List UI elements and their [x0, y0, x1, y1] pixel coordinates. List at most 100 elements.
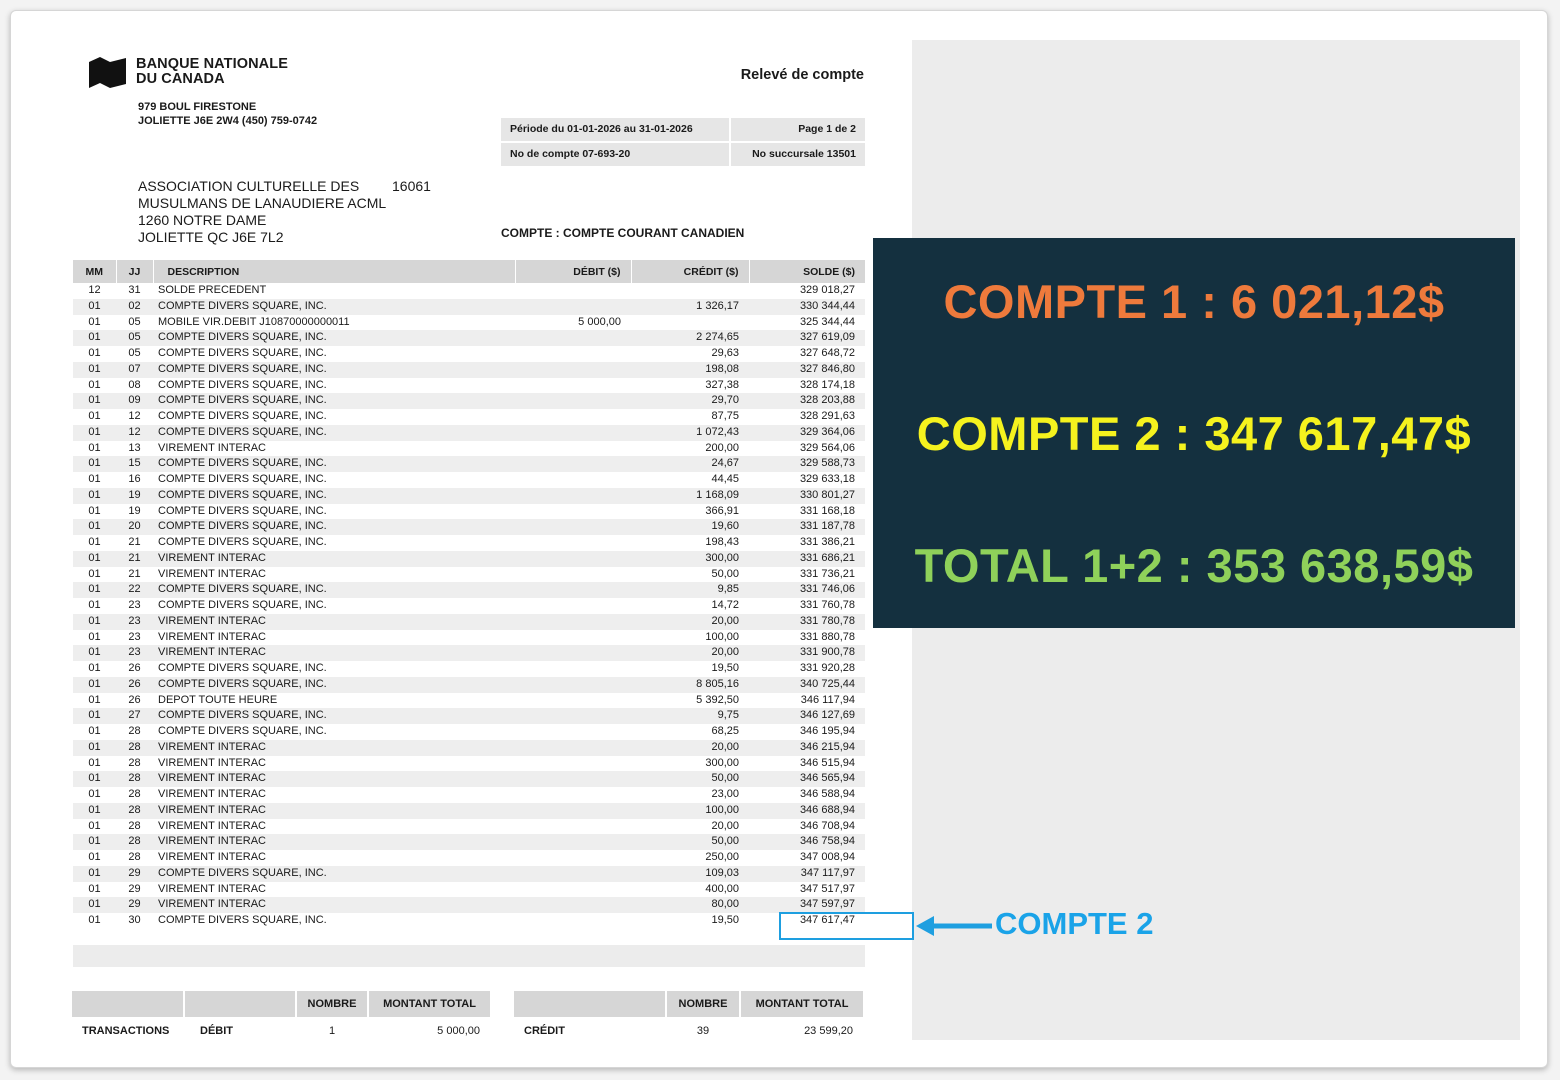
row-day: 28 [116, 739, 153, 756]
row-description: COMPTE DIVERS SQUARE, INC. [158, 504, 327, 517]
row-day: 23 [128, 599, 141, 611]
table-row: 01 02 COMPTE DIVERS SQUARE, INC. 1 326,17 33… [73, 298, 865, 315]
row-credit: 1 326,17 [631, 298, 749, 315]
table-row: 12 31 SOLDE PRECEDENT 329 018,27 [73, 283, 865, 299]
row-credit: 68,25 [711, 725, 739, 737]
row-debit [515, 865, 631, 882]
table-row: 01 21 VIREMENT INTERAC 50,00 331 736,21 [73, 567, 865, 583]
row-credit: 198,08 [631, 361, 749, 378]
row-balance: 346 565,94 [749, 771, 865, 787]
row-day: 23 [128, 630, 141, 643]
row-debit [515, 535, 631, 551]
row-credit: 9,75 [631, 708, 749, 724]
arrow-left-icon [916, 916, 992, 936]
row-balance: 331 760,78 [799, 599, 855, 611]
row-credit: 24,67 [631, 456, 749, 472]
row-month: 01 [88, 725, 101, 737]
col-header-debit: DÉBIT ($) [515, 260, 632, 283]
row-month: 01 [73, 361, 116, 378]
row-month: 01 [88, 851, 101, 863]
row-balance: 325 344,44 [799, 315, 855, 328]
table-row: 01 23 VIREMENT INTERAC 20,00 331 780,78 [73, 613, 865, 630]
row-debit [515, 850, 631, 866]
row-balance: 327 846,80 [749, 361, 865, 378]
table-row: 01 13 VIREMENT INTERAC 200,00 329 564,06 [73, 441, 865, 457]
row-credit: 8 805,16 [631, 676, 749, 693]
row-description: COMPTE DIVERS SQUARE, INC. [153, 393, 515, 409]
table-row: 01 26 COMPTE DIVERS SQUARE, INC. 19,50 331 9… [73, 661, 865, 677]
row-debit [515, 409, 631, 425]
row-credit: 29,70 [631, 393, 749, 409]
table-row: 01 22 COMPTE DIVERS SQUARE, INC. 9,85 331 74… [73, 582, 865, 598]
row-debit [515, 708, 631, 724]
row-debit: 5 000,00 [578, 315, 621, 328]
row-credit: 20,00 [711, 819, 739, 832]
table-row: 01 28 VIREMENT INTERAC 23,00 346 588,94 [73, 787, 865, 803]
row-credit: 20,00 [631, 613, 749, 630]
row-day: 28 [128, 788, 141, 800]
row-description: COMPTE DIVERS SQUARE, INC. [158, 410, 327, 422]
row-balance: 331 187,78 [749, 519, 865, 535]
statement-period-box: Période du 01-01-2026 au 31-01-2026 Page… [501, 118, 865, 168]
row-debit [515, 613, 631, 630]
row-debit [515, 456, 631, 472]
table-footer-bar [73, 945, 865, 967]
table-row: 01 15 COMPTE DIVERS SQUARE, INC. 24,67 329 5… [73, 456, 865, 472]
row-credit: 50,00 [711, 567, 739, 580]
row-day: 29 [128, 882, 141, 895]
table-row: 01 28 VIREMENT INTERAC 20,00 346 708,94 [73, 819, 865, 835]
row-balance: 331 880,78 [799, 630, 855, 643]
row-balance: 347 597,97 [749, 897, 865, 913]
row-credit [631, 315, 749, 331]
row-month: 01 [73, 613, 116, 630]
row-balance: 331 746,06 [749, 582, 865, 598]
row-description: VIREMENT INTERAC [158, 788, 266, 800]
row-debit [515, 787, 631, 803]
row-description: MOBILE VIR.DEBIT J10870000000011 [158, 315, 350, 328]
table-row: 01 23 VIREMENT INTERAC 20,00 331 900,78 [73, 645, 865, 661]
row-balance: 346 758,94 [749, 834, 865, 850]
table-row: 01 05 MOBILE VIR.DEBIT J10870000000011 5 00… [73, 315, 865, 331]
row-description: VIREMENT INTERAC [153, 802, 515, 819]
row-day: 20 [116, 519, 153, 535]
bank-name: BANQUE NATIONALE DU CANADA [136, 56, 288, 87]
row-month: 01 [73, 330, 116, 346]
credit-count-header: NOMBRE [666, 991, 741, 1017]
row-month: 01 [73, 519, 116, 535]
account-type: COMPTE : COMPTE COURANT CANADIEN [501, 226, 745, 240]
page-number: Page 1 de 2 [731, 118, 865, 141]
row-balance: 347 117,97 [749, 865, 865, 882]
row-debit [515, 693, 631, 709]
table-row: 01 12 COMPTE DIVERS SQUARE, INC. 87,75 328 2… [73, 409, 865, 425]
credit-amount-header: MONTANT TOTAL [740, 991, 863, 1017]
final-balance-highlight [779, 912, 914, 940]
debit-totals-table: NOMBRE MONTANT TOTAL TRANSACTIONS DÉBIT … [72, 991, 490, 1045]
transactions-table: MM JJ DESCRIPTION DÉBIT ($) CRÉDIT ($) S… [73, 260, 865, 929]
row-credit: 20,00 [631, 739, 749, 756]
row-debit [515, 882, 631, 898]
row-month: 01 [88, 630, 101, 643]
row-month: 01 [73, 456, 116, 472]
row-month: 01 [73, 393, 116, 409]
row-day: 27 [116, 708, 153, 724]
period-text: Période du 01-01-2026 au 31-01-2026 [501, 118, 729, 141]
row-balance: 346 515,94 [799, 756, 855, 769]
row-balance: 331 686,21 [749, 550, 865, 567]
row-balance: 329 364,06 [749, 424, 865, 441]
row-balance: 331 168,18 [799, 504, 855, 517]
row-description: VIREMENT INTERAC [158, 882, 266, 895]
table-row: 01 09 COMPTE DIVERS SQUARE, INC. 29,70 328 2… [73, 393, 865, 409]
row-day: 13 [128, 441, 141, 454]
row-credit: 87,75 [711, 410, 739, 422]
row-month: 01 [73, 645, 116, 661]
row-balance: 330 344,44 [749, 298, 865, 315]
row-debit [515, 441, 631, 457]
table-header-row: MM JJ DESCRIPTION DÉBIT ($) CRÉDIT ($) S… [73, 260, 865, 283]
row-credit: 200,00 [705, 441, 739, 454]
row-month: 01 [88, 819, 101, 832]
row-debit [515, 645, 631, 661]
row-debit [515, 630, 631, 646]
row-balance: 340 725,44 [749, 676, 865, 693]
row-month: 01 [88, 914, 101, 926]
row-month: 01 [73, 582, 116, 598]
